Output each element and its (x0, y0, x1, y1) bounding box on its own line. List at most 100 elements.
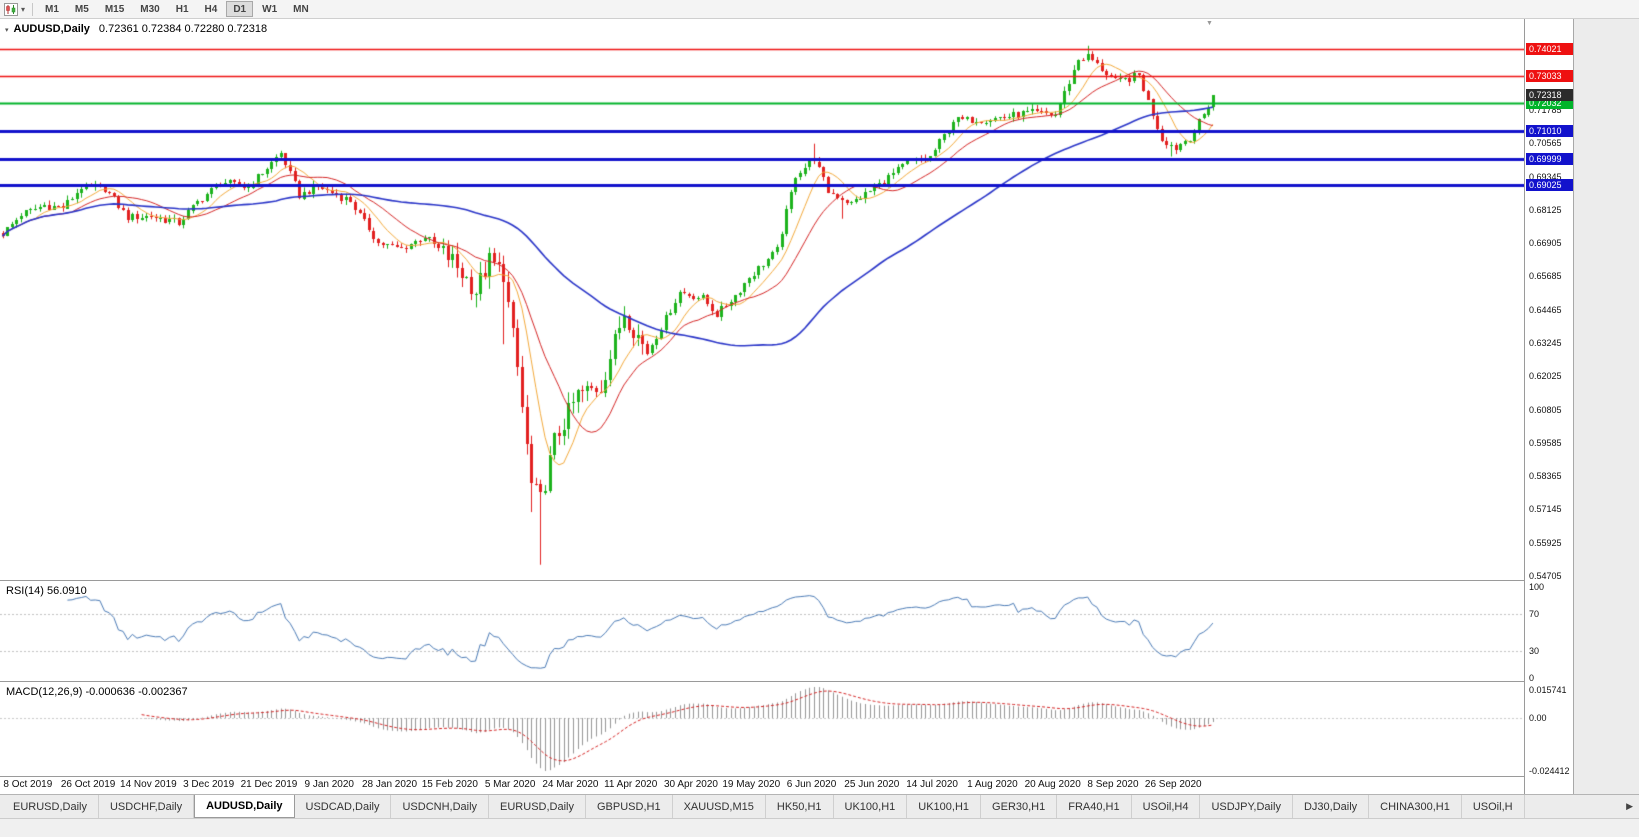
chart-tab-2[interactable]: AUDUSD,Daily (194, 795, 295, 818)
one-click-trading-toggle-icon[interactable]: ▾ (5, 27, 9, 34)
chart-tab-10[interactable]: UK100,H1 (907, 795, 982, 818)
chart-tab-11[interactable]: GER30,H1 (981, 795, 1058, 818)
timeframe-button-h4[interactable]: H4 (204, 3, 218, 15)
chart-tab-4[interactable]: USDCNH,Daily (391, 795, 490, 818)
date-axis-label: 8 Sep 2020 (1087, 779, 1139, 790)
panel-separator (0, 776, 1573, 777)
dropdown-caret-icon[interactable]: ▾ (21, 4, 26, 14)
date-axis-label: 6 Jun 2020 (786, 779, 837, 790)
chart-tab-14[interactable]: USDJPY,Daily (1200, 795, 1293, 818)
price-axis-label: 0.66905 (1529, 238, 1562, 249)
chart-tab-12[interactable]: FRA40,H1 (1057, 795, 1132, 818)
price-axis-label: 0.55925 (1529, 537, 1562, 548)
date-axis-label: 21 Dec 2019 (240, 779, 298, 790)
tabs-scroll-right-button[interactable]: ▶ (1626, 801, 1633, 811)
rsi-indicator-label: RSI(14) 56.0910 (6, 585, 87, 597)
timeframe-button-w1[interactable]: W1 (262, 3, 278, 15)
chart-window: ▾ AUDUSD,Daily 0.72361 0.72384 0.72280 0.7… (0, 19, 1574, 794)
date-axis[interactable]: 8 Oct 2019 26 Oct 2019 14 Nov 2019 3 Dec 20… (0, 777, 1524, 794)
price-axis-label: 0.60805 (1529, 404, 1562, 415)
candlestick-chart-icon[interactable] (4, 2, 18, 16)
price-axis-label: 0.64465 (1529, 304, 1562, 315)
chart-tab-7[interactable]: XAUUSD,M15 (673, 795, 766, 818)
rsi-axis-label: 100 (1529, 582, 1545, 592)
price-axis-label: 0.63245 (1529, 338, 1562, 349)
date-axis-label: 15 Feb 2020 (421, 779, 478, 790)
date-axis-label: 26 Sep 2020 (1144, 779, 1202, 790)
rsi-axis-label: 30 (1529, 645, 1540, 656)
price-chart-canvas[interactable] (0, 19, 1524, 580)
price-axis-label: 0.70565 (1529, 138, 1562, 149)
price-axis[interactable]: 0.71785 0.70565 0.69345 0.68125 0.66905 0.656… (1524, 19, 1573, 794)
price-axis-label: 0.68125 (1529, 204, 1562, 215)
chart-tab-13[interactable]: USOil,H4 (1132, 795, 1201, 818)
bid-price-badge: 0.72318 (1526, 89, 1573, 102)
panel-separator[interactable] (0, 681, 1573, 682)
date-axis-label: 25 Jun 2020 (844, 779, 900, 790)
hline-price-badge: 0.69999 (1526, 152, 1573, 165)
timeframe-button-m1[interactable]: M1 (45, 3, 59, 15)
date-axis-label: 24 Mar 2020 (542, 779, 599, 790)
status-bar (0, 818, 1639, 837)
chart-tab-1[interactable]: USDCHF,Daily (99, 795, 195, 818)
price-axis-label: 0.54705 (1529, 571, 1562, 582)
chart-tab-9[interactable]: UK100,H1 (834, 795, 908, 818)
date-axis-label: 30 Apr 2020 (664, 779, 718, 790)
date-axis-label: 14 Nov 2019 (120, 779, 177, 790)
date-axis-label: 28 Jan 2020 (362, 779, 418, 790)
chart-tab-16[interactable]: CHINA300,H1 (1369, 795, 1462, 818)
timeframe-button-m15[interactable]: M15 (104, 3, 125, 15)
rsi-canvas[interactable] (0, 581, 1524, 681)
timeframe-button-mn[interactable]: MN (293, 3, 309, 15)
hline-price-badge: 0.69025 (1526, 179, 1573, 192)
hline-price-badge: 0.73033 (1526, 69, 1573, 82)
timeframe-button-m5[interactable]: M5 (74, 3, 89, 15)
chart-tab-8[interactable]: HK50,H1 (766, 795, 834, 818)
timeframe-button-d1[interactable]: D1 (226, 1, 254, 17)
date-axis-label: 1 Aug 2020 (967, 779, 1018, 790)
chart-tabs: EURUSD,Daily USDCHF,Daily AUDUSD,Daily USDC… (2, 795, 1525, 818)
chart-tab-5[interactable]: EURUSD,Daily (489, 795, 586, 818)
date-axis-label: 26 Oct 2019 (60, 779, 116, 790)
macd-axis-label: 0.015741 (1529, 685, 1567, 695)
timeframe-button-h1[interactable]: H1 (175, 3, 189, 15)
timeframe-buttons: M1 M5 M15 M30 H1 H4 D1 W1 MN (37, 0, 317, 18)
macd-canvas[interactable] (0, 682, 1524, 776)
chart-tab-17[interactable]: USOil,H (1462, 795, 1525, 818)
date-axis-label: 3 Dec 2019 (183, 779, 235, 790)
date-axis-label: 9 Jan 2020 (304, 779, 355, 790)
hline-price-badge: 0.71010 (1526, 125, 1573, 138)
panel-separator[interactable] (0, 580, 1573, 581)
date-axis-label: 14 Jul 2020 (906, 779, 958, 790)
date-axis-label: 11 Apr 2020 (604, 779, 658, 790)
rsi-axis-label: 70 (1529, 609, 1540, 620)
chart-tab-15[interactable]: DJ30,Daily (1293, 795, 1370, 818)
chart-tab-6[interactable]: GBPUSD,H1 (586, 795, 673, 818)
date-axis-label: 19 May 2020 (722, 779, 781, 790)
chart-tabs-bar: EURUSD,Daily USDCHF,Daily AUDUSD,Daily USDC… (0, 794, 1639, 818)
chart-tab-0[interactable]: EURUSD,Daily (2, 795, 99, 818)
price-axis-label: 0.71785 (1529, 104, 1562, 115)
price-axis-label: 0.58365 (1529, 471, 1562, 482)
macd-axis-label: -0.024412 (1529, 766, 1570, 776)
macd-axis-label: 0.00 (1529, 713, 1547, 723)
timeframe-toolbar: ▾ M1 M5 M15 M30 H1 H4 D1 W1 MN (0, 0, 1639, 19)
date-axis-label: 5 Mar 2020 (484, 779, 536, 790)
toolbar-separator (32, 2, 34, 16)
price-axis-label: 0.65685 (1529, 271, 1562, 282)
chart-title-row: ▾ AUDUSD,Daily 0.72361 0.72384 0.72280 0.7… (5, 23, 267, 35)
chart-symbol-title: AUDUSD,Daily (13, 23, 90, 35)
price-axis-label: 0.69345 (1529, 171, 1562, 182)
macd-indicator-label: MACD(12,26,9) -0.000636 -0.002367 (6, 686, 188, 698)
date-axis-label: 20 Aug 2020 (1024, 779, 1081, 790)
date-axis-label: 8 Oct 2019 (3, 779, 53, 790)
price-axis-label: 0.62025 (1529, 371, 1562, 382)
rsi-axis-label: 0 (1529, 673, 1535, 683)
hline-price-badge: 0.74021 (1526, 42, 1573, 55)
chart-tab-3[interactable]: USDCAD,Daily (295, 795, 392, 818)
chart-ohlc-values: 0.72361 0.72384 0.72280 0.72318 (98, 23, 268, 35)
timeframe-button-m30[interactable]: M30 (140, 3, 160, 15)
chart-shift-marker-icon: ▼ (1206, 20, 1213, 27)
price-axis-label: 0.57145 (1529, 504, 1562, 515)
